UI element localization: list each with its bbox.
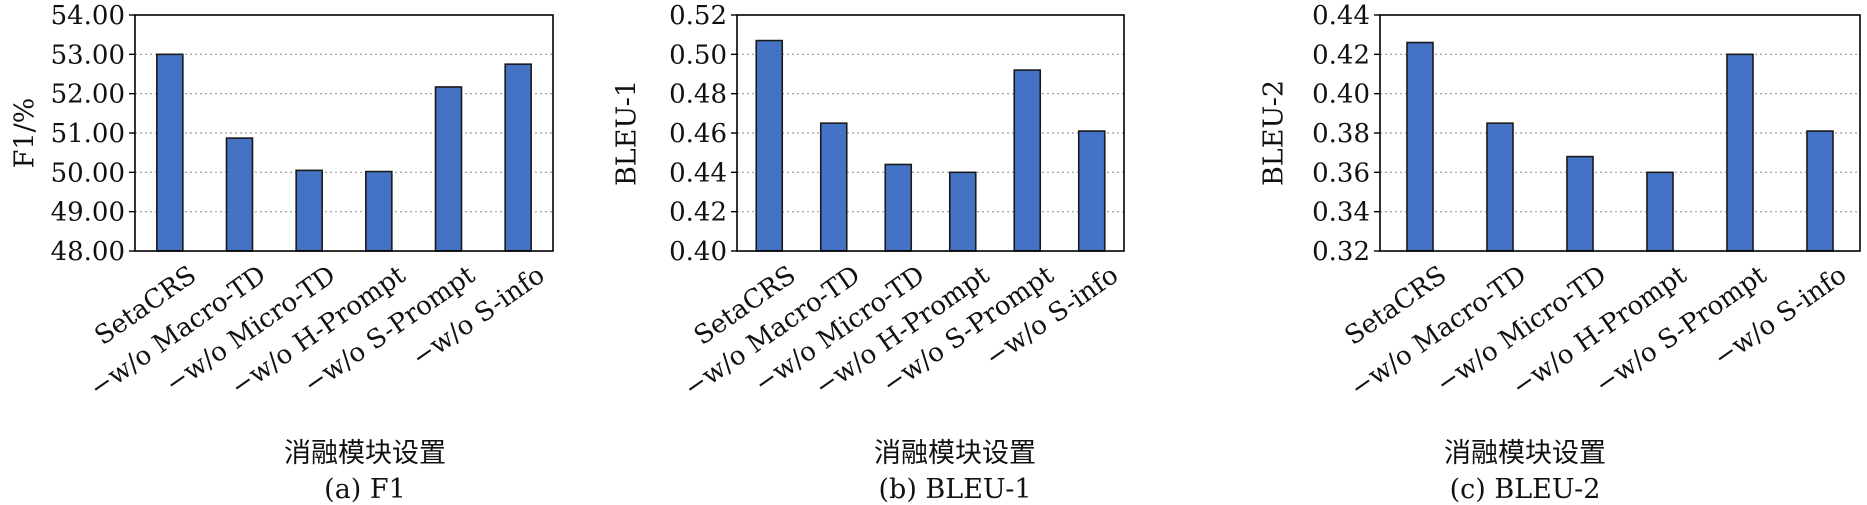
- bar-1: [1406, 41, 1434, 252]
- y-tick-label: 0.44: [669, 158, 727, 188]
- y-tick-label: 50.00: [51, 158, 125, 188]
- x-axis-label: 消融模块设置: [1444, 438, 1606, 469]
- y-tick-label: 0.38: [1312, 119, 1370, 149]
- y-tick-label: 0.34: [1312, 198, 1370, 228]
- bar-4: [948, 171, 977, 252]
- plot-frame: [736, 14, 1125, 252]
- y-tick-label: 53.00: [51, 40, 125, 70]
- bar-5: [1013, 69, 1042, 252]
- chart-caption: (a) F1: [324, 474, 406, 505]
- bar-1: [156, 53, 184, 252]
- x-axis-label: 消融模块设置: [874, 438, 1036, 469]
- y-tick-label: 0.36: [1312, 158, 1370, 188]
- bar-6: [1077, 130, 1106, 252]
- y-axis-label: BLEU-1: [611, 80, 642, 186]
- chart-panel-3: 0.320.340.360.380.400.420.44SetaCRS−w/o …: [1258, 1, 1861, 505]
- bar-4: [365, 170, 393, 252]
- y-tick-label: 52.00: [51, 80, 125, 110]
- bar-5: [434, 86, 463, 252]
- plot-frame: [1379, 14, 1861, 252]
- bar-3: [1566, 155, 1594, 252]
- y-tick-label: 0.44: [1312, 1, 1370, 31]
- y-tick-label: 0.32: [1312, 237, 1370, 267]
- y-tick-label: 0.40: [1312, 80, 1370, 110]
- y-tick-label: 51.00: [51, 119, 125, 149]
- bar-6: [1806, 130, 1834, 252]
- y-tick-label: 0.50: [669, 40, 727, 70]
- chart-panel-2: 0.400.420.440.460.480.500.52SetaCRS−w/o …: [611, 1, 1125, 505]
- bar-2: [225, 137, 254, 252]
- y-axis-label: F1/%: [9, 98, 40, 169]
- bar-4: [1646, 171, 1674, 252]
- y-tick-label: 0.52: [669, 1, 727, 31]
- chart-panel-1: 48.0049.0050.0051.0052.0053.0054.00SetaC…: [9, 1, 554, 505]
- y-tick-label: 54.00: [51, 1, 125, 31]
- y-tick-label: 0.40: [669, 237, 727, 267]
- y-tick-label: 0.42: [1312, 40, 1370, 70]
- bar-5: [1726, 53, 1754, 252]
- bar-3: [295, 169, 323, 252]
- plot-frame: [134, 14, 554, 252]
- y-tick-label: 48.00: [51, 237, 125, 267]
- chart-caption: (c) BLEU-2: [1450, 474, 1601, 505]
- bar-3: [884, 163, 913, 252]
- y-axis-label: BLEU-2: [1258, 80, 1289, 186]
- y-tick-label: 0.48: [669, 80, 727, 110]
- y-tick-label: 0.42: [669, 198, 727, 228]
- chart-caption: (b) BLEU-1: [879, 474, 1032, 505]
- bar-1: [755, 39, 784, 252]
- y-tick-label: 0.46: [669, 119, 727, 149]
- bar-6: [504, 63, 532, 252]
- bar-2: [1486, 122, 1514, 252]
- y-tick-label: 49.00: [51, 198, 125, 228]
- bar-2: [819, 122, 848, 252]
- x-axis-label: 消融模块设置: [284, 438, 446, 469]
